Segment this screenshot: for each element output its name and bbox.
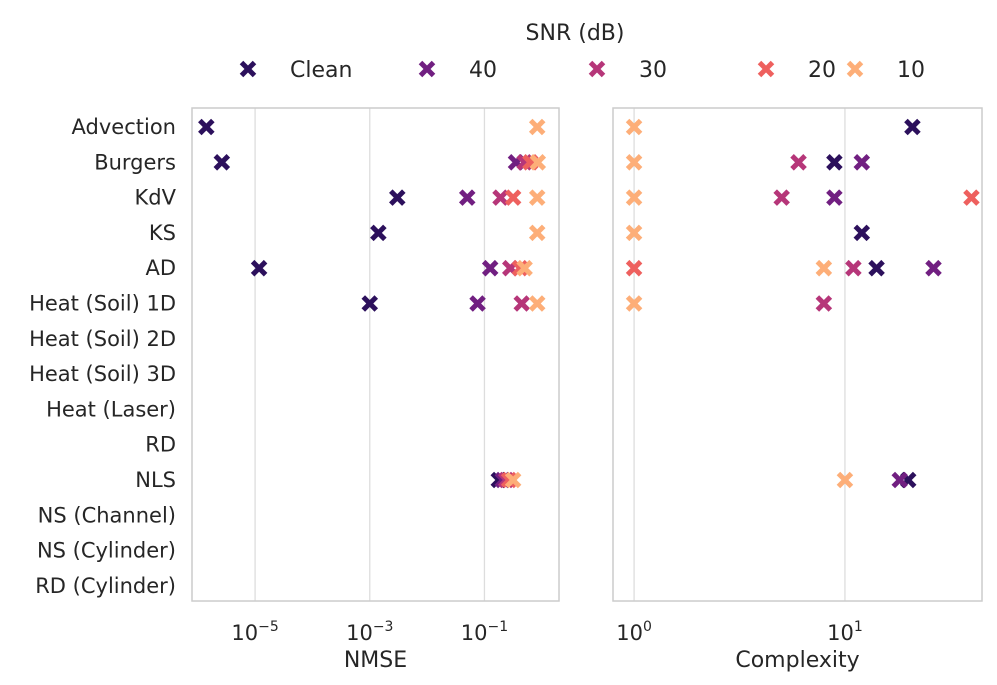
data-point-x-icon [500,471,518,489]
y-tick-label: Heat (Soil) 1D [29,292,176,316]
legend-marker-icon [757,60,775,78]
data-point-x-icon [836,471,854,489]
legend-item-30: 30 [588,58,667,83]
legend-marker-icon [239,60,257,78]
legend-label: 40 [469,58,497,83]
data-point-x-icon [528,118,546,136]
data-point-x-icon [891,471,909,489]
x-axis-label: NMSE [344,648,407,673]
plot-frame [191,107,560,602]
data-point-x-icon [790,154,807,171]
data-point-x-icon [516,259,533,277]
plot-frame [612,107,983,602]
legend-item-20: 20 [757,58,836,83]
data-point-x-icon [528,189,546,206]
data-point-x-icon [963,189,980,206]
x-axis-label: Complexity [735,648,859,673]
data-point-x-icon [458,189,476,206]
data-point-x-icon [528,295,546,312]
data-point-x-icon [625,189,643,206]
y-tick-label: RD [145,433,176,457]
data-point-x-icon [389,189,406,206]
data-point-x-icon [469,295,486,312]
data-point-x-icon [213,154,231,171]
legend-marker-icon [588,60,606,78]
panel-nmse: Advection Burgers KdV KS AD Heat (Soil) 1D Hea… [29,107,560,673]
data-point-x-icon [853,224,871,242]
data-point-x-icon [361,295,379,312]
data-point-x-icon [904,118,921,136]
data-point-x-icon [529,154,547,171]
data-point-x-icon [815,259,833,277]
y-tick-label: NS (Channel) [38,503,176,527]
x-tick-label: 10−1 [461,619,508,645]
data-point-x-icon [826,154,843,171]
data-point-x-icon [845,259,862,277]
data-point-x-icon [868,259,885,277]
data-point-x-icon [625,154,643,171]
data-point-x-icon [625,118,643,136]
legend-item-40: 40 [418,58,497,83]
data-point-x-icon [481,259,499,277]
y-tick-label: KdV [135,186,177,210]
legend-marker-icon [418,60,436,78]
data-point-x-icon [511,259,529,277]
legend-label: 20 [808,58,836,83]
y-tick-label: Advection [72,115,176,139]
y-tick-label: Heat (Soil) 3D [29,362,176,386]
y-tick-label: AD [145,256,176,280]
y-tick-label: NLS [135,468,176,492]
x-tick-label: 10−3 [346,619,393,645]
y-tick-label: NS (Cylinder) [37,539,176,563]
y-tick-label: KS [149,221,176,245]
data-point-x-icon [528,224,546,242]
legend-title: SNR (dB) [526,21,625,46]
legend-marker-icon [846,60,864,78]
data-point-x-icon [773,189,790,206]
data-point-x-icon [826,189,843,206]
x-tick-label: 10−5 [231,619,278,645]
y-tick-label: RD (Cylinder) [35,574,176,598]
data-point-x-icon [815,295,833,312]
data-point-x-icon [625,295,643,312]
legend-item-clean: Clean [239,58,352,83]
data-point-x-icon [504,471,522,489]
data-point-x-icon [625,224,643,242]
legend-label: 30 [639,58,667,83]
data-point-x-icon [250,259,268,277]
data-point-x-icon [492,189,509,206]
x-tick-label: 100 [616,619,652,645]
legend-label: 10 [897,58,925,83]
data-point-x-icon [198,118,215,136]
legend-label: Clean [290,58,352,83]
legend-item-10: 10 [846,58,925,83]
data-point-x-icon [925,259,942,277]
panel-complexity: 100 101 Complexity [612,107,983,673]
data-point-x-icon [513,295,530,312]
data-point-x-icon [625,259,643,277]
y-tick-label: Heat (Soil) 2D [29,327,176,351]
data-point-x-icon [370,224,387,242]
x-tick-label: 101 [827,619,863,645]
legend: SNR (dB) Clean 40 30 20 10 [239,21,925,83]
data-point-x-icon [504,189,522,206]
y-tick-label: Burgers [94,150,176,174]
data-point-x-icon [853,154,871,171]
chart-panels: Advection Burgers KdV KS AD Heat (Soil) 1D Hea… [29,107,983,673]
y-tick-label: Heat (Laser) [46,397,176,421]
